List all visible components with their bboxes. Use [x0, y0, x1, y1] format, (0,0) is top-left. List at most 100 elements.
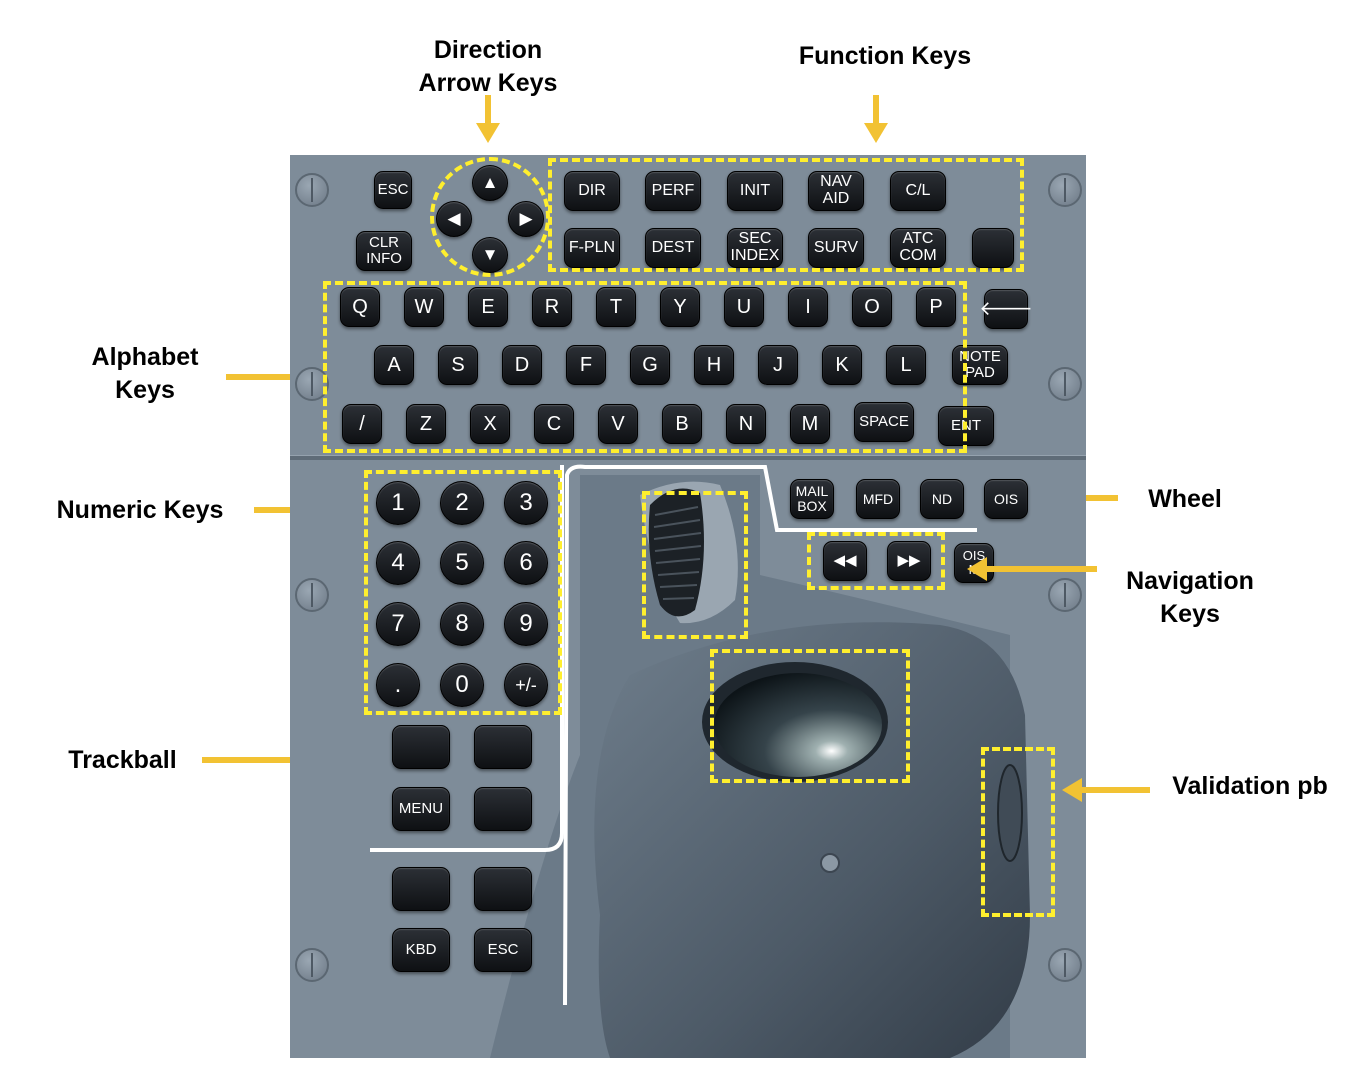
blank-button[interactable] — [392, 725, 450, 769]
key-l[interactable]: L — [886, 345, 926, 385]
key-k[interactable]: K — [822, 345, 862, 385]
dir-button[interactable]: DIR — [564, 171, 620, 211]
nd-button[interactable]: ND — [920, 479, 964, 519]
arrow-right-button[interactable]: ▶ — [508, 201, 544, 237]
esc-bottom-button[interactable]: ESC — [474, 928, 532, 972]
mail-box-button[interactable]: MAIL BOX — [790, 479, 834, 519]
cl-button[interactable]: C/L — [890, 171, 946, 211]
key-f[interactable]: F — [566, 345, 606, 385]
num-plus-minus[interactable]: +/- — [504, 663, 548, 707]
num-8[interactable]: 8 — [440, 602, 484, 646]
f-pln-button[interactable]: F-PLN — [564, 228, 620, 268]
arrow-function-shaft — [873, 95, 879, 123]
key-a[interactable]: A — [374, 345, 414, 385]
num-2[interactable]: 2 — [440, 481, 484, 525]
arrow-direction-shaft — [485, 95, 491, 123]
key-r[interactable]: R — [532, 287, 572, 327]
arrow-validation-shaft — [1080, 787, 1150, 793]
arrow-alphabet-shaft — [226, 374, 292, 380]
arrow-left-button[interactable]: ◀ — [436, 201, 472, 237]
ent-button[interactable]: ENT — [938, 406, 994, 446]
nav-aid-button[interactable]: NAV AID — [808, 171, 864, 211]
key-e[interactable]: E — [468, 287, 508, 327]
num-0[interactable]: 0 — [440, 663, 484, 707]
blank-function-button[interactable] — [972, 228, 1014, 268]
arrow-validation-head — [1062, 778, 1082, 802]
label-validation-pb: Validation pb — [1172, 772, 1328, 800]
esc-button[interactable]: ESC — [374, 171, 412, 209]
arrow-direction-head — [476, 123, 500, 143]
label-navigation-keys: Navigation Keys — [1126, 567, 1254, 628]
trackball-housing — [370, 464, 1030, 1058]
label-numeric-keys: Numeric Keys — [56, 496, 224, 524]
backspace-button[interactable]: 🡐 — [979, 289, 1033, 329]
key-i[interactable]: I — [788, 287, 828, 327]
init-button[interactable]: INIT — [727, 171, 783, 211]
key-n[interactable]: N — [726, 404, 766, 444]
num-7[interactable]: 7 — [376, 602, 420, 646]
arrow-up-button[interactable]: ▲ — [472, 165, 508, 201]
key-h[interactable]: H — [694, 345, 734, 385]
num-4[interactable]: 4 — [376, 541, 420, 585]
key-y[interactable]: Y — [660, 287, 700, 327]
screw-icon — [1048, 948, 1082, 982]
label-alphabet-keys: Alphabet Keys — [91, 343, 199, 404]
key-b[interactable]: B — [662, 404, 702, 444]
perf-button[interactable]: PERF — [645, 171, 701, 211]
num-1[interactable]: 1 — [376, 481, 420, 525]
key-q[interactable]: Q — [340, 287, 380, 327]
blank-button[interactable] — [392, 867, 450, 911]
mfd-button[interactable]: MFD — [856, 479, 900, 519]
blank-button[interactable] — [474, 867, 532, 911]
num-decimal[interactable]: . — [376, 663, 420, 707]
blank-button[interactable] — [474, 725, 532, 769]
screw-icon — [1048, 173, 1082, 207]
num-5[interactable]: 5 — [440, 541, 484, 585]
arrow-navigation-shaft — [985, 566, 1097, 572]
dest-button[interactable]: DEST — [645, 228, 701, 268]
label-trackball: Trackball — [68, 746, 177, 774]
space-button[interactable]: SPACE — [854, 402, 914, 442]
screw-icon — [1048, 367, 1082, 401]
panel-divider — [290, 455, 1086, 460]
note-pad-button[interactable]: NOTE PAD — [952, 345, 1008, 385]
key-u[interactable]: U — [724, 287, 764, 327]
key-p[interactable]: P — [916, 287, 956, 327]
key-m[interactable]: M — [790, 404, 830, 444]
label-direction-arrow-keys: Direction Arrow Keys — [418, 36, 558, 97]
key-s[interactable]: S — [438, 345, 478, 385]
key-v[interactable]: V — [598, 404, 638, 444]
ois-button[interactable]: OIS — [984, 479, 1028, 519]
key-x[interactable]: X — [470, 404, 510, 444]
kbd-button[interactable]: KBD — [392, 928, 450, 972]
mkcdu-panel: ESC CLR INFO ▲ ◀ ▶ ▼ DIR PERF INIT NAV A… — [290, 155, 1086, 1058]
key-w[interactable]: W — [404, 287, 444, 327]
rewind-button[interactable]: ◀◀ — [823, 541, 867, 581]
num-3[interactable]: 3 — [504, 481, 548, 525]
atc-com-button[interactable]: ATC COM — [890, 228, 946, 268]
screw-icon — [295, 173, 329, 207]
key-g[interactable]: G — [630, 345, 670, 385]
forward-button[interactable]: ▶▶ — [887, 541, 931, 581]
clr-info-button[interactable]: CLR INFO — [356, 231, 412, 271]
blank-button[interactable] — [474, 787, 532, 831]
label-wheel: Wheel — [1148, 485, 1222, 513]
label-function-keys: Function Keys — [798, 42, 972, 70]
screw-icon — [295, 578, 329, 612]
menu-button[interactable]: MENU — [392, 787, 450, 831]
sec-index-button[interactable]: SEC INDEX — [727, 228, 783, 268]
key-d[interactable]: D — [502, 345, 542, 385]
key-t[interactable]: T — [596, 287, 636, 327]
screw-icon — [1048, 578, 1082, 612]
num-9[interactable]: 9 — [504, 602, 548, 646]
key-c[interactable]: C — [534, 404, 574, 444]
screw-icon — [295, 948, 329, 982]
num-6[interactable]: 6 — [504, 541, 548, 585]
surv-button[interactable]: SURV — [808, 228, 864, 268]
key-o[interactable]: O — [852, 287, 892, 327]
arrow-function-head — [864, 123, 888, 143]
key-z[interactable]: Z — [406, 404, 446, 444]
arrow-down-button[interactable]: ▼ — [472, 237, 508, 273]
key-j[interactable]: J — [758, 345, 798, 385]
key-slash[interactable]: / — [342, 404, 382, 444]
